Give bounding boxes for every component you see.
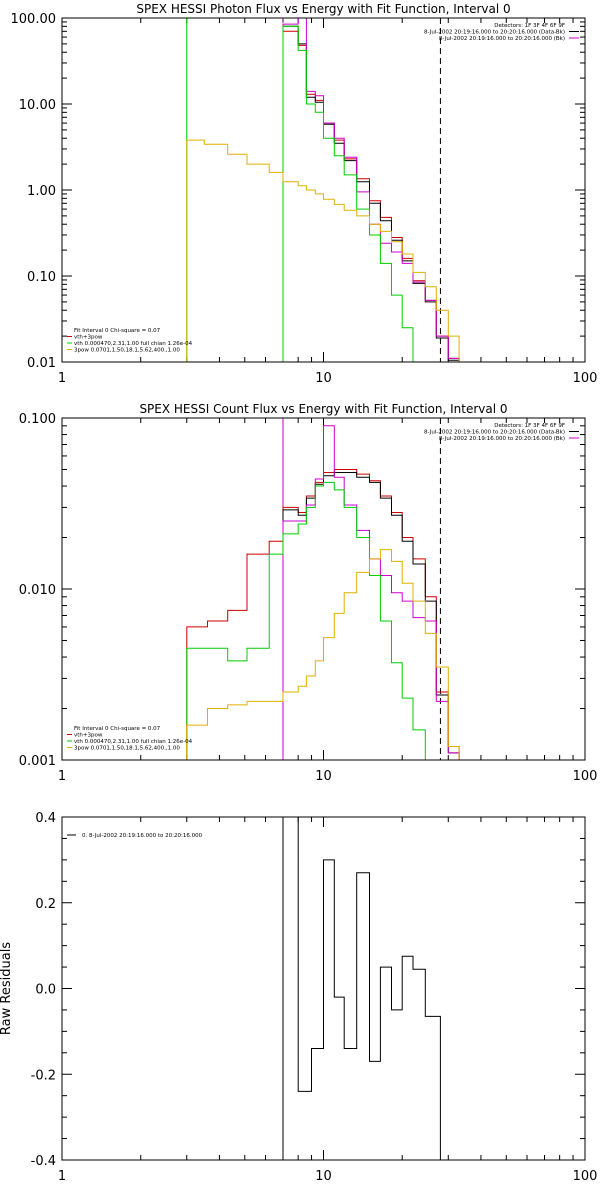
series-line-1 [282,25,460,362]
y-tick-label: 0.0 [35,983,56,998]
y-tick-label: 0.01 [27,356,56,371]
chart-title: SPEX HESSI Photon Flux vs Energy with Fi… [136,2,510,16]
x-tick-label: 10 [315,1169,332,1184]
y-axis-ticks: -0.4 -0.2 0.0 0.2 0.4 [31,811,585,1169]
y-axis-ticks: 0.01 0.10 1.00 10.00 100.00 [11,12,585,371]
header-block: Detectors: 1F 3F 4F 6F 9F8-Jul-2002 20:1… [424,423,579,442]
x-axis-ticks: 1 10 100 [58,817,598,1184]
y-axis-ticks: 0.001 0.010 0.100 [19,412,585,769]
series-line-0 [282,30,460,362]
y-tick-label: 0.10 [27,270,56,285]
y-axis-label: Raw Residuals [0,942,14,1035]
plot-frame [61,17,586,363]
series-line-4 [186,139,460,362]
series-group [282,817,441,1160]
header-line: 8-Jul-2002 20:19:16.000 to 20:20:16.000 … [439,36,565,42]
y-tick-label: -0.4 [31,1154,56,1169]
series-line-0 [282,817,441,1160]
legend-entry: vth+3pow [74,335,103,341]
legend-entry: 0. 8-Jul-2002 20:19:16.000 to 20:20:16.0… [82,833,203,839]
series-line-4 [186,549,460,760]
header-line: 8-Jul-2002 20:19:16.000 to 20:20:16.000 … [424,430,565,436]
legend-entry: 3pow 0.0701,1.50,18.1,5.62,400.,1.00 [74,348,180,354]
x-tick-label: 100 [573,1169,598,1184]
series-line-1 [282,472,460,760]
header-line: 8-Jul-2002 20:19:16.000 to 20:20:16.000 … [439,436,565,442]
x-tick-label: 100 [573,371,598,386]
y-tick-label: 0.4 [35,811,56,826]
header-line: Detectors: 1F 3F 4F 6F 9F [494,23,565,29]
chart-panel-0: SPEX HESSI Photon Flux vs Energy with Fi… [11,2,598,386]
legend: Fit Interval 0 Chi-square = 0.07vth+3pow… [67,328,193,354]
x-tick-label: 1 [58,769,66,784]
legend-entry: vth+3pow [74,733,103,739]
y-tick-label: -0.2 [31,1068,56,1083]
series-line-2 [282,18,460,362]
legend-entry: Fit Interval 0 Chi-square = 0.07 [74,726,161,732]
y-tick-label: 0.001 [19,754,56,769]
legend-entry: Fit Interval 0 Chi-square = 0.07 [74,328,161,334]
plot-frame [61,417,586,761]
legend-entry: 3pow 0.0701,1.50,18.1,5.62,400.,1.00 [74,746,180,752]
chart-panel-2: Raw Residuals 1 10 100 -0.4 -0.2 0.0 0.2 0.4 0. 8… [0,811,597,1184]
plot-frame [61,816,586,1161]
chart-panel-1: SPEX HESSI Count Flux vs Energy with Fit… [19,402,598,784]
y-tick-label: 0.2 [35,897,56,912]
header-block: Detectors: 1F 3F 4F 6F 9F8-Jul-2002 20:1… [424,23,579,42]
series-line-3 [282,25,414,362]
header-line: Detectors: 1F 3F 4F 6F 9F [494,423,565,429]
y-tick-label: 0.010 [19,583,56,598]
x-tick-label: 1 [58,1169,66,1184]
x-tick-label: 10 [315,769,332,784]
series-group [186,18,460,362]
series-group [186,425,460,760]
legend-entry: vth 0.000470,2.31,1.00 full chian 1.26e-… [74,739,193,745]
legend: 0. 8-Jul-2002 20:19:16.000 to 20:20:16.0… [67,833,203,839]
y-tick-label: 100.00 [11,12,57,27]
y-tick-label: 1.00 [27,184,56,199]
series-line-3 [186,481,426,760]
legend: Fit Interval 0 Chi-square = 0.07vth+3pow… [67,726,193,752]
y-tick-label: 0.100 [19,412,56,427]
x-tick-label: 100 [573,769,598,784]
legend-entry: vth 0.000470,2.31,1.00 full chian 1.26e-… [74,341,193,347]
x-tick-label: 1 [58,371,66,386]
series-line-2 [282,425,460,760]
x-tick-label: 10 [315,371,332,386]
y-tick-label: 10.00 [19,98,56,113]
chart-title: SPEX HESSI Count Flux vs Energy with Fit… [139,402,507,416]
header-line: 8-Jul-2002 20:19:16.000 to 20:20:16.000 … [424,30,565,36]
